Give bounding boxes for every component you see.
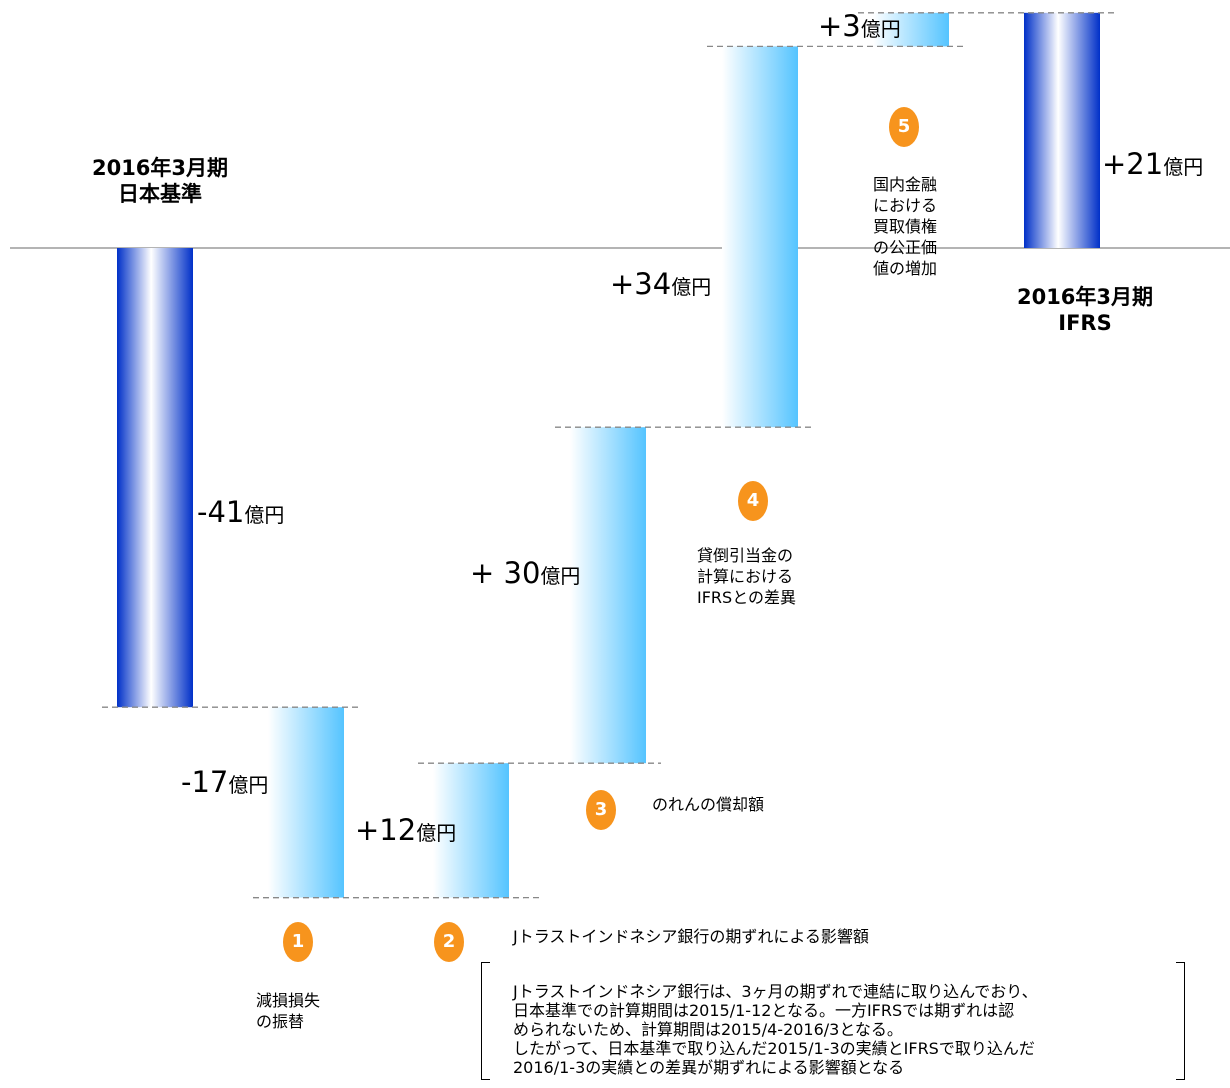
value-label-5: +3億円 (818, 9, 901, 43)
waterfall-bar-1 (268, 707, 344, 898)
note-text: Jトラストインドネシア銀行は、3ヶ月の期ずれで連結に取り込んでおり、 日本基準で… (513, 982, 1038, 1077)
note-bracket-left (481, 962, 490, 1080)
note-bracket-right (1176, 962, 1185, 1080)
waterfall-bar-4 (722, 46, 798, 428)
value-label-end: +21億円 (1102, 147, 1204, 181)
waterfall-bar-6 (1024, 12, 1100, 248)
end-total-label: 2016年3月期 IFRS (1016, 285, 1154, 335)
value-label-4: +34億円 (610, 267, 712, 301)
value-label-2: +12億円 (355, 813, 457, 847)
waterfall-bar-0 (117, 248, 193, 708)
badge-4: 4 (738, 481, 768, 521)
caption-2: Jトラストインドネシア銀行の期ずれによる影響額 (513, 927, 869, 946)
badge-1: 1 (283, 922, 313, 962)
badge-5: 5 (889, 107, 919, 147)
badge-3: 3 (586, 790, 616, 830)
caption-5: 国内金融 における 買取債権 の公正価 値の増加 (873, 175, 938, 278)
caption-4: 貸倒引当金の 計算における IFRSとの差異 (697, 546, 797, 607)
value-label-1: -17億円 (181, 765, 269, 799)
value-label-3: + 30億円 (470, 556, 581, 590)
caption-3: のれんの償却額 (652, 795, 765, 814)
badge-2: 2 (434, 922, 464, 962)
start-total-label: 2016年3月期 日本基準 (91, 156, 229, 206)
caption-1: 減損損失 の振替 (256, 991, 321, 1031)
waterfall-bar-3 (570, 427, 646, 764)
waterfall-bar-2 (433, 763, 509, 898)
value-label-start: -41億円 (197, 495, 285, 529)
waterfall-bar-5 (873, 12, 949, 47)
